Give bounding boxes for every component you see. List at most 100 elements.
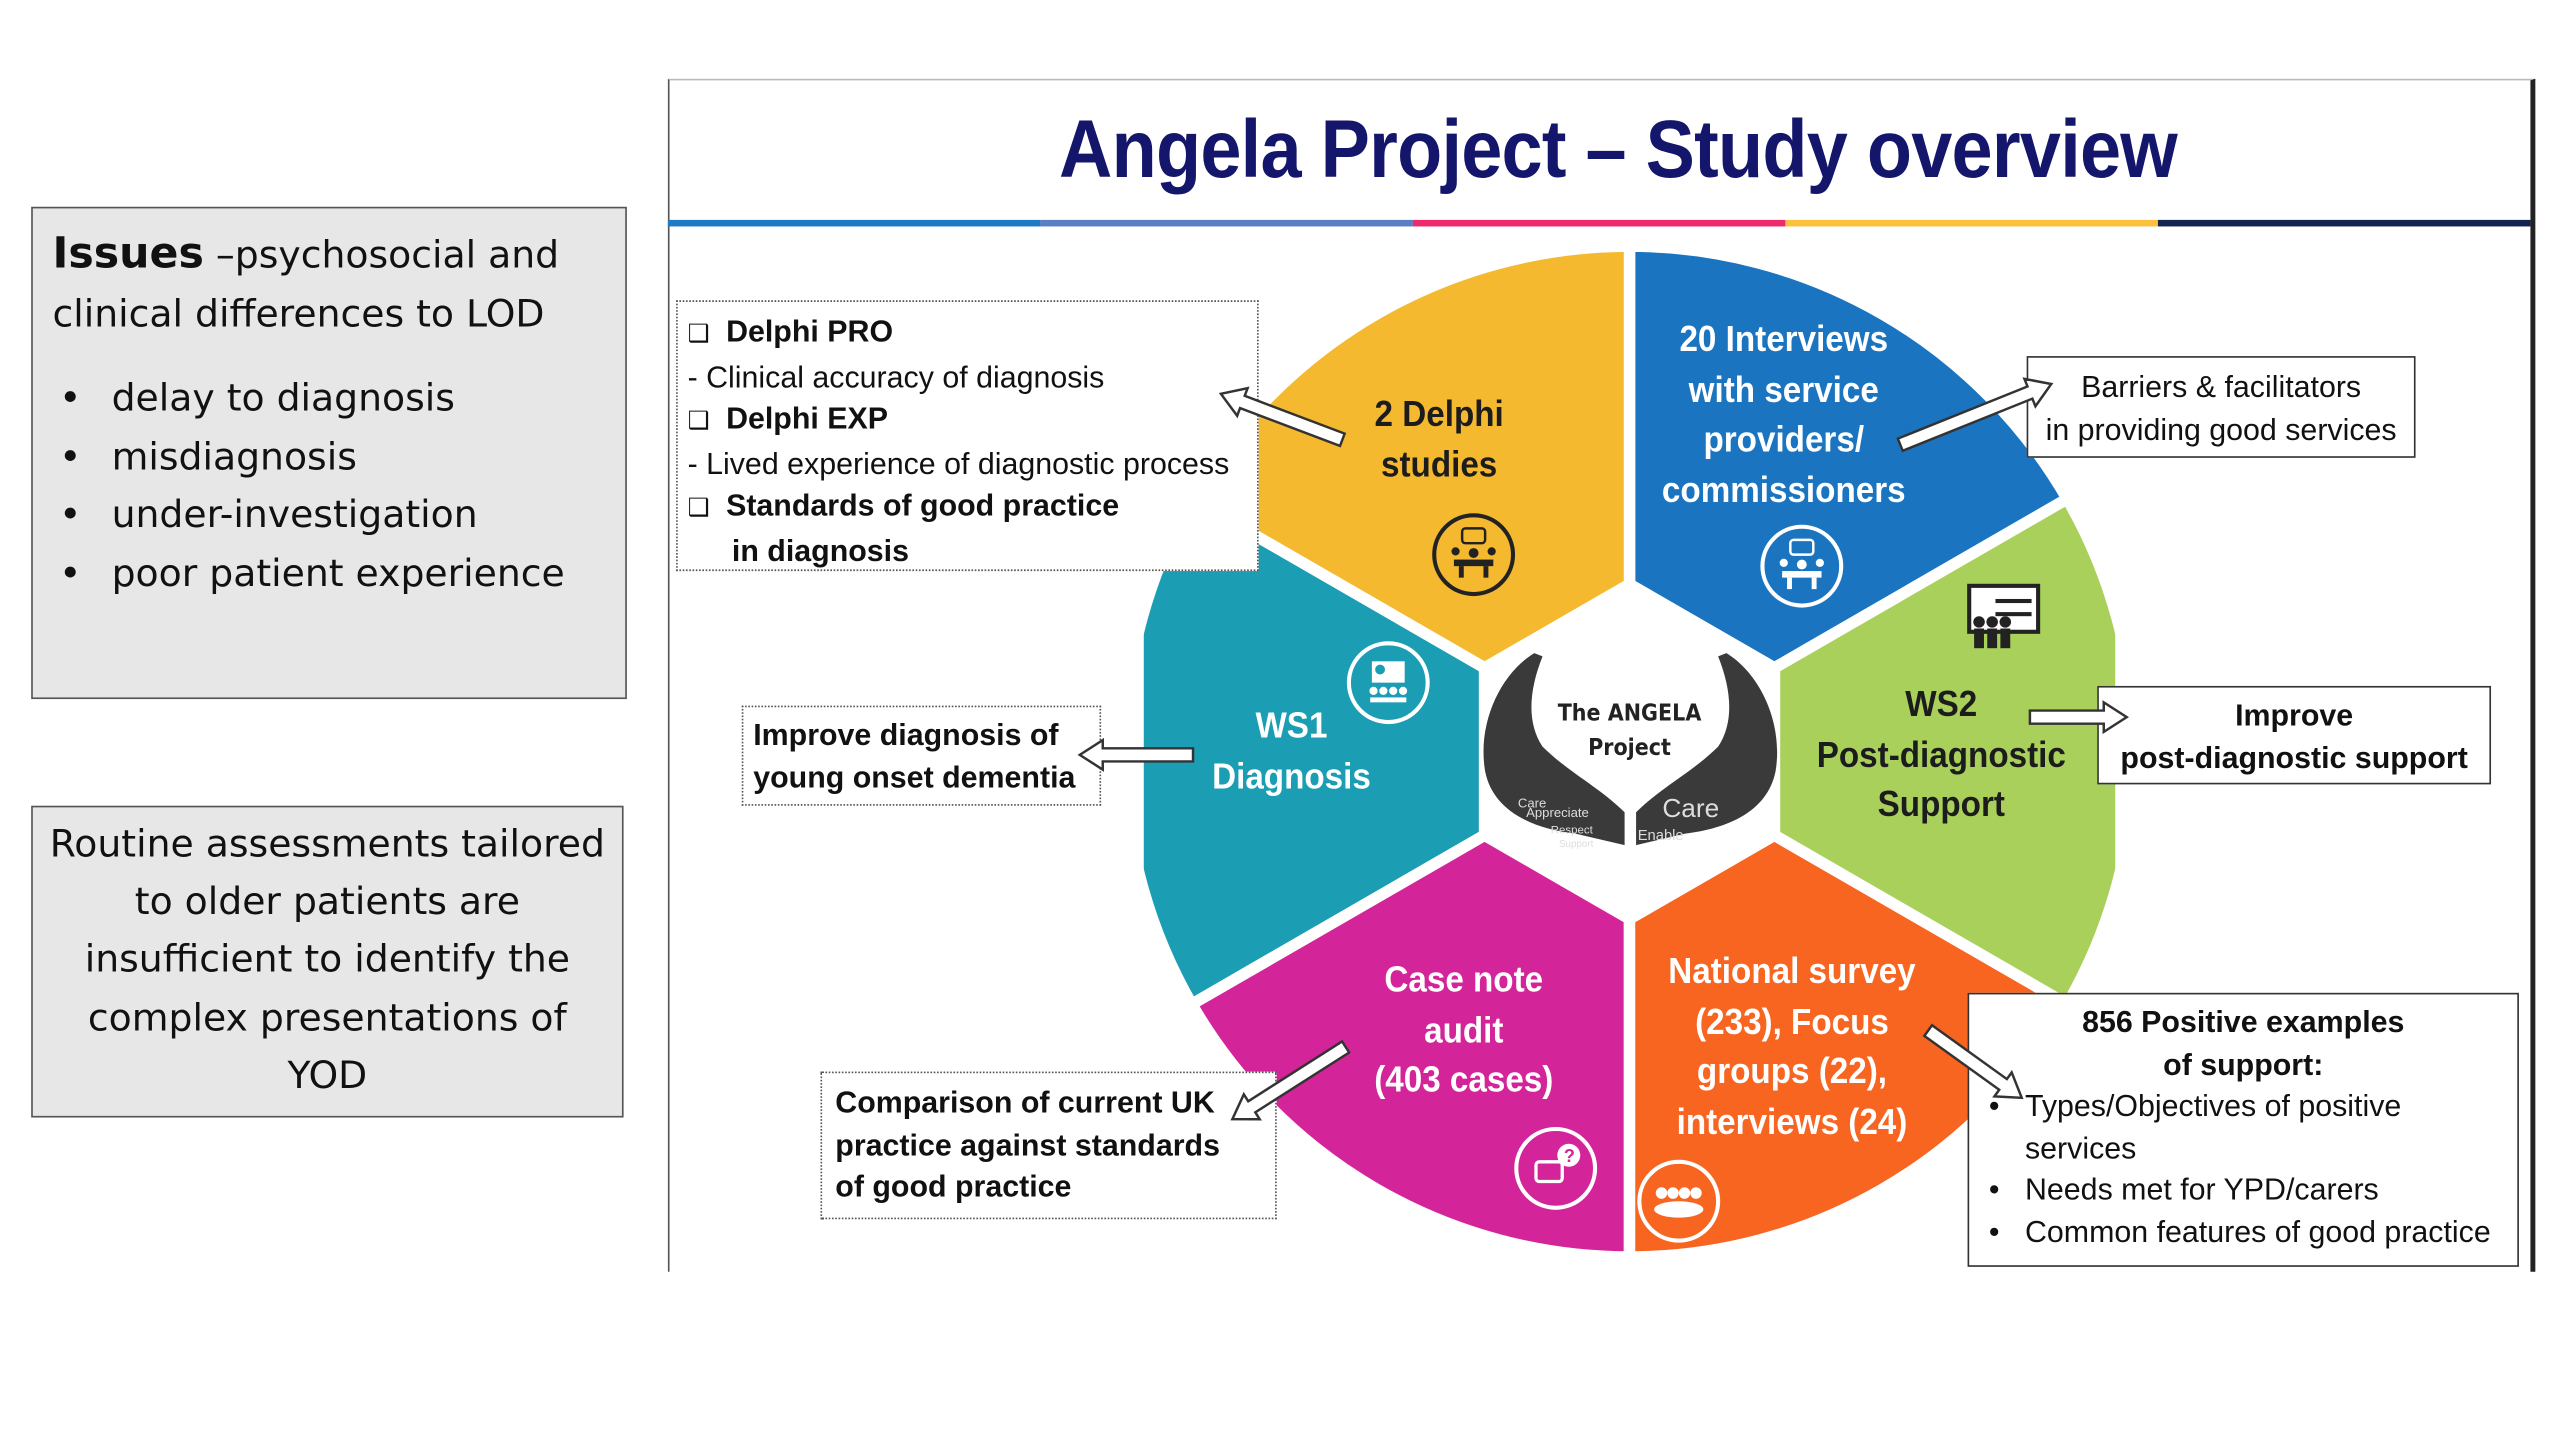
label-line: Diagnosis: [1212, 754, 1371, 796]
barriers-callout: Barriers & facilitators in providing goo…: [2026, 356, 2416, 458]
icon-part: [1458, 566, 1464, 578]
issues-box: Issues –psychosocial and clinical differ…: [31, 206, 627, 700]
icon-ring: [1637, 1159, 1721, 1243]
icon-part: [1655, 1187, 1668, 1199]
label-line: (403 cases): [1374, 1058, 1554, 1100]
audit-question-chat-icon: ?: [1514, 1126, 1598, 1210]
delphi-pro-desc: - Clinical accuracy of diagnosis: [687, 358, 1105, 394]
icon-part: [1379, 686, 1388, 695]
icon-part: [1534, 1160, 1564, 1184]
icon-part: [1460, 527, 1487, 545]
callout-line: Comparison of current UK: [835, 1084, 1215, 1120]
angela-project-logo-text: The ANGELA Project: [1556, 697, 1704, 766]
issue-item: under-investigation: [59, 487, 606, 545]
positive-list: Types/Objectives of positive services Ne…: [1982, 1085, 2504, 1252]
hand-word: Enable: [1638, 828, 1684, 844]
icon-part: [1667, 1187, 1679, 1199]
icon-part: [1389, 686, 1398, 695]
positive-item: Needs met for YPD/carers: [1989, 1168, 2504, 1210]
segment-survey-label: National survey (233), Focus groups (22)…: [1668, 947, 1915, 1147]
label-line: providers/: [1703, 418, 1865, 460]
title-stripe: [667, 219, 2531, 227]
positive-item: Types/Objectives of positive services: [1989, 1085, 2504, 1169]
arrow-to-positive-examples: [1922, 1023, 2024, 1100]
label-line: studies: [1380, 443, 1498, 485]
icon-part: [1796, 559, 1807, 570]
label-line: WS1: [1255, 704, 1328, 746]
segment-delphi-label: 2 Delphi studies: [1375, 390, 1504, 490]
label-line: interviews (24): [1676, 1100, 1908, 1142]
label-line: commissioners: [1661, 468, 1906, 510]
delphi-exp-item: Delphi EXP: [688, 397, 1248, 442]
delphi-pro-item: Delphi PRO: [688, 310, 1248, 355]
icon-part: [1811, 577, 1817, 590]
delphi-exp-desc: - Lived experience of diagnostic process: [687, 445, 1230, 480]
callout-line: of good practice: [835, 1168, 1072, 1203]
label-line: groups (22),: [1696, 1050, 1888, 1092]
arrow-to-barriers-callout: [1896, 377, 2054, 453]
callout-line: post-diagnostic support: [2120, 739, 2468, 774]
issues-text: Issues –psychosocial and clinical differ…: [53, 225, 606, 345]
hand-word: Support: [1559, 839, 1594, 850]
icon-part: [1375, 664, 1386, 675]
hand-word: Appreciate: [1526, 805, 1589, 820]
segment-ws2-label: WS2 Post-diagnostic Support: [1817, 680, 2066, 830]
improve-post-diagnostic-callout: Improve post-diagnostic support: [2097, 685, 2492, 785]
callout-line: in providing good services: [2045, 411, 2397, 446]
icon-part: [1999, 616, 2012, 628]
right-hand-shape: [1636, 653, 1778, 846]
icon-part: [1398, 686, 1408, 695]
icon-part: [1369, 686, 1378, 695]
icon-ring: [1346, 641, 1430, 725]
icon-part: [1789, 538, 1815, 556]
segment-interviews-label: 20 Interviews with service providers/ co…: [1662, 315, 1906, 515]
segment-audit-label: Case note audit (403 cases): [1374, 955, 1553, 1105]
delphi-callout: Delphi PRO - Clinical accuracy of diagno…: [676, 300, 1259, 572]
arrow-to-comparison-callout: [1230, 1039, 1351, 1121]
comparison-callout: Comparison of current UK practice agains…: [820, 1071, 1277, 1220]
positive-item: Common features of good practice: [1989, 1210, 2504, 1252]
callout-line: Improve: [2235, 697, 2354, 732]
icon-part: [1370, 697, 1407, 703]
icon-ring: [1760, 524, 1844, 608]
icon-part: [1815, 558, 1824, 567]
icon-ring: [1432, 513, 1516, 597]
callout-heading: of support:: [2163, 1046, 2324, 1081]
icon-part: [1995, 598, 2032, 604]
label-line: Post-diagnostic: [1816, 733, 2066, 775]
label-line: (233), Focus: [1695, 1000, 1889, 1042]
label-line: WS2: [1905, 683, 1978, 725]
segment-interviews: [1623, 240, 2076, 675]
stripe-segment: [1040, 219, 1413, 227]
icon-part: [1654, 1201, 1704, 1218]
callout-line: Improve diagnosis of: [753, 717, 1059, 752]
stripe-segment: [2157, 219, 2531, 227]
arrow-to-improve-diagnosis: [1077, 737, 1195, 772]
ws2-presentation-board-icon: [1967, 583, 2041, 649]
issue-item: poor patient experience: [59, 546, 606, 604]
hand-word: Care: [1662, 793, 1719, 823]
icon-part: [1987, 628, 1998, 649]
issues-heading: Issues: [52, 229, 204, 279]
stripe-segment: [1412, 219, 1786, 227]
slide-title: Angela Project – Study overview: [1059, 103, 2178, 196]
label-line: Case note: [1384, 958, 1544, 1000]
positive-examples-callout: 856 Positive examples of support: Types/…: [1967, 992, 2519, 1267]
routine-assessments-text: Routine assessments tailored to older pa…: [49, 823, 605, 1098]
icon-part: [2000, 628, 2011, 649]
icon-part: [1690, 1187, 1702, 1199]
arrow-to-delphi-callout: [1218, 386, 1347, 448]
icon-part: [1678, 1187, 1691, 1199]
improve-diagnosis-callout: Improve diagnosis of young onset dementi…: [741, 705, 1102, 806]
hand-word: Respect: [1551, 825, 1594, 837]
label-line: with service: [1688, 368, 1879, 410]
slide-frame: [667, 78, 2536, 1272]
icon-part: [1787, 577, 1792, 590]
icon-part: [1782, 571, 1822, 578]
label-line: audit: [1424, 1008, 1504, 1050]
survey-group-icon: [1637, 1159, 1721, 1243]
icon-part: [1986, 616, 1998, 628]
